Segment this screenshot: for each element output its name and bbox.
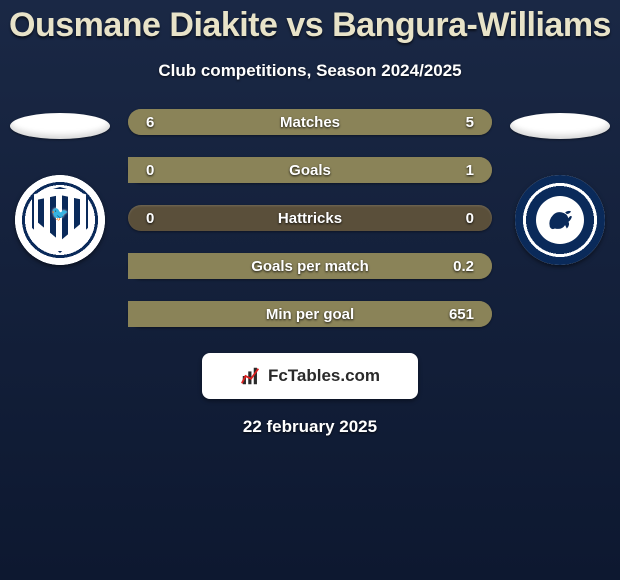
stat-value-right: 1 (444, 162, 474, 179)
stat-value-right: 5 (444, 114, 474, 131)
stat-value-right: 0.2 (444, 258, 474, 275)
club-logo-left: 🐦 (15, 175, 105, 265)
right-player-column (500, 109, 620, 265)
stat-row: Min per goal651 (128, 301, 492, 327)
subtitle: Club competitions, Season 2024/2025 (158, 61, 461, 81)
fctables-badge[interactable]: FcTables.com (202, 353, 418, 399)
lion-icon (536, 196, 584, 244)
stat-label: Hattricks (128, 210, 492, 227)
player-photo-placeholder-left (10, 113, 110, 139)
stat-label: Goals (128, 162, 492, 179)
fctables-label: FcTables.com (268, 366, 380, 386)
stat-label: Matches (128, 114, 492, 131)
stat-row: Goals per match0.2 (128, 253, 492, 279)
player-photo-placeholder-right (510, 113, 610, 139)
date-label: 22 february 2025 (243, 417, 377, 437)
stat-bars: 6Matches50Goals10Hattricks0Goals per mat… (120, 109, 500, 327)
stat-value-right: 651 (444, 306, 474, 323)
bird-icon: 🐦 (51, 205, 68, 222)
page-title: Ousmane Diakite vs Bangura-Williams (9, 6, 611, 45)
main-row: 🐦 6Matches50Goals10Hattricks0Goals per m… (0, 109, 620, 327)
stat-row: 0Hattricks0 (128, 205, 492, 231)
comparison-card: Ousmane Diakite vs Bangura-Williams Club… (0, 0, 620, 580)
club-logo-right (515, 175, 605, 265)
stat-row: 0Goals1 (128, 157, 492, 183)
stat-value-right: 0 (444, 210, 474, 227)
stat-row: 6Matches5 (128, 109, 492, 135)
stat-label: Goals per match (128, 258, 492, 275)
bar-chart-icon (240, 365, 262, 387)
left-player-column: 🐦 (0, 109, 120, 265)
stat-label: Min per goal (128, 306, 492, 323)
